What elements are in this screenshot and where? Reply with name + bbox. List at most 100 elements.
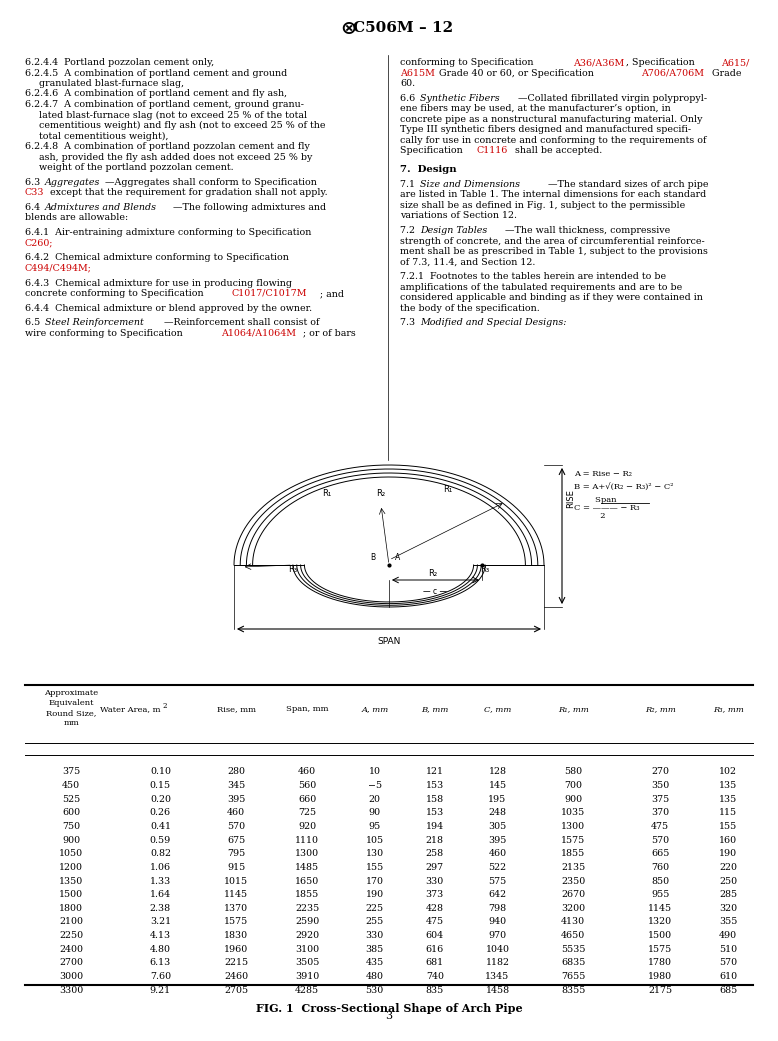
Text: 0.20: 0.20 xyxy=(150,794,171,804)
Text: 2590: 2590 xyxy=(295,917,319,926)
Text: 1320: 1320 xyxy=(648,917,672,926)
Text: 10: 10 xyxy=(369,767,380,777)
Text: 1300: 1300 xyxy=(561,822,585,831)
Text: 475: 475 xyxy=(426,917,444,926)
Text: 395: 395 xyxy=(489,836,506,844)
Text: 480: 480 xyxy=(366,972,384,981)
Text: 798: 798 xyxy=(489,904,506,913)
Text: 160: 160 xyxy=(719,836,738,844)
Text: 280: 280 xyxy=(227,767,245,777)
Text: 6.2.4.7  A combination of portland cement, ground granu-: 6.2.4.7 A combination of portland cement… xyxy=(25,100,304,109)
Text: Grade 40 or 60, or Specification: Grade 40 or 60, or Specification xyxy=(436,69,597,77)
Text: 1145: 1145 xyxy=(648,904,672,913)
Text: 940: 940 xyxy=(489,917,506,926)
Text: 575: 575 xyxy=(489,877,506,886)
Text: 297: 297 xyxy=(426,863,444,872)
Text: 460: 460 xyxy=(489,849,506,858)
Text: ; and: ; and xyxy=(320,289,344,298)
Text: 6.2.4.5  A combination of portland cement and ground: 6.2.4.5 A combination of portland cement… xyxy=(25,69,287,77)
Text: concrete pipe as a nonstructural manufacturing material. Only: concrete pipe as a nonstructural manufac… xyxy=(400,115,703,124)
Text: 135: 135 xyxy=(719,794,738,804)
Text: lated blast-furnace slag (not to exceed 25 % of the total: lated blast-furnace slag (not to exceed … xyxy=(39,110,307,120)
Text: 170: 170 xyxy=(366,877,384,886)
Text: 616: 616 xyxy=(426,945,444,954)
Text: 6.2.4.6  A combination of portland cement and fly ash,: 6.2.4.6 A combination of portland cement… xyxy=(25,90,287,99)
Text: 2920: 2920 xyxy=(295,931,319,940)
Text: 305: 305 xyxy=(489,822,506,831)
Text: B: B xyxy=(370,553,375,561)
Text: 490: 490 xyxy=(719,931,738,940)
Text: C, mm: C, mm xyxy=(484,705,511,713)
Text: 525: 525 xyxy=(62,794,80,804)
Text: 725: 725 xyxy=(298,808,316,817)
Text: 1.33: 1.33 xyxy=(150,877,171,886)
Text: Design Tables: Design Tables xyxy=(420,226,487,235)
Text: 970: 970 xyxy=(489,931,506,940)
Text: B, mm: B, mm xyxy=(421,705,449,713)
Text: 1300: 1300 xyxy=(295,849,319,858)
Text: 2175: 2175 xyxy=(648,986,672,995)
Text: 6.13: 6.13 xyxy=(150,959,171,967)
Text: 1650: 1650 xyxy=(295,877,319,886)
Text: 6.2.4.8  A combination of portland pozzolan cement and fly: 6.2.4.8 A combination of portland pozzol… xyxy=(25,142,310,151)
Text: FIG. 1  Cross-Sectional Shape of Arch Pipe: FIG. 1 Cross-Sectional Shape of Arch Pip… xyxy=(256,1002,522,1014)
Text: 255: 255 xyxy=(366,917,384,926)
Text: are listed in Table 1. The internal dimensions for each standard: are listed in Table 1. The internal dime… xyxy=(400,191,706,199)
Text: 1145: 1145 xyxy=(224,890,248,899)
Text: ment shall be as prescribed in Table 1, subject to the provisions: ment shall be as prescribed in Table 1, … xyxy=(400,247,708,256)
Text: 3200: 3200 xyxy=(561,904,585,913)
Text: 121: 121 xyxy=(426,767,444,777)
Text: 0.10: 0.10 xyxy=(150,767,171,777)
Text: 570: 570 xyxy=(227,822,245,831)
Text: 395: 395 xyxy=(227,794,245,804)
Text: Approximate: Approximate xyxy=(44,689,98,697)
Text: 900: 900 xyxy=(564,794,582,804)
Text: 1780: 1780 xyxy=(648,959,672,967)
Text: 190: 190 xyxy=(719,849,738,858)
Text: 60.: 60. xyxy=(400,79,415,88)
Text: 7655: 7655 xyxy=(561,972,585,981)
Text: 155: 155 xyxy=(366,863,384,872)
Text: 145: 145 xyxy=(489,781,506,790)
Text: 3000: 3000 xyxy=(59,972,83,981)
Text: A706/A706M: A706/A706M xyxy=(641,69,704,77)
Text: 1350: 1350 xyxy=(59,877,83,886)
Text: R₁: R₁ xyxy=(322,488,331,498)
Text: 2460: 2460 xyxy=(224,972,248,981)
Text: 1575: 1575 xyxy=(224,917,248,926)
Text: 6.3: 6.3 xyxy=(25,178,46,186)
Text: 194: 194 xyxy=(426,822,444,831)
Text: 20: 20 xyxy=(369,794,380,804)
Text: −5: −5 xyxy=(368,781,382,790)
Text: —The following admixtures and: —The following admixtures and xyxy=(173,203,326,212)
Text: 345: 345 xyxy=(227,781,245,790)
Text: 220: 220 xyxy=(719,863,738,872)
Text: —Aggregates shall conform to Specification: —Aggregates shall conform to Specificati… xyxy=(105,178,317,186)
Text: 740: 740 xyxy=(426,972,444,981)
Text: B = A+√(R₂ − R₃)² − C²: B = A+√(R₂ − R₃)² − C² xyxy=(574,483,674,491)
Text: considered applicable and binding as if they were contained in: considered applicable and binding as if … xyxy=(400,294,703,302)
Text: 955: 955 xyxy=(651,890,669,899)
Text: A = Rise − R₂: A = Rise − R₂ xyxy=(574,469,632,478)
Text: 6.5: 6.5 xyxy=(25,319,46,328)
Text: R₃, mm: R₃, mm xyxy=(713,705,744,713)
Text: 7.60: 7.60 xyxy=(150,972,171,981)
Text: Specification: Specification xyxy=(400,146,466,155)
Text: total cementitious weight),: total cementitious weight), xyxy=(39,131,169,141)
Text: 685: 685 xyxy=(719,986,738,995)
Text: 642: 642 xyxy=(489,890,506,899)
Text: 285: 285 xyxy=(719,890,738,899)
Text: 1855: 1855 xyxy=(561,849,585,858)
Text: 128: 128 xyxy=(489,767,506,777)
Text: 95: 95 xyxy=(369,822,381,831)
Text: wire conforming to Specification: wire conforming to Specification xyxy=(25,329,186,338)
Text: 4285: 4285 xyxy=(295,986,319,995)
Text: 2: 2 xyxy=(163,702,167,710)
Text: 0.26: 0.26 xyxy=(150,808,171,817)
Text: the body of the specification.: the body of the specification. xyxy=(400,304,540,312)
Text: 2670: 2670 xyxy=(561,890,585,899)
Text: A1064/A1064M: A1064/A1064M xyxy=(221,329,296,338)
Text: 2350: 2350 xyxy=(561,877,585,886)
Text: 2: 2 xyxy=(574,512,605,520)
Text: 2100: 2100 xyxy=(59,917,83,926)
